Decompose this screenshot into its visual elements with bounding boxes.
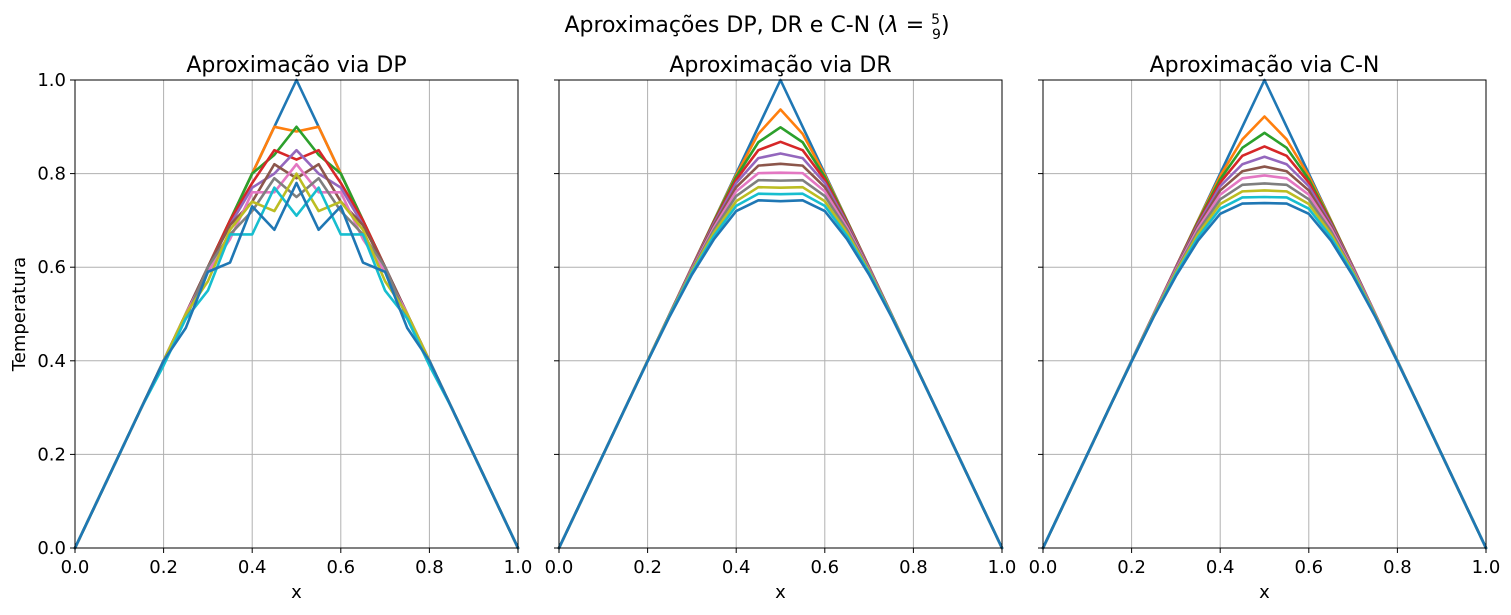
series-line-3 (557, 125, 1004, 550)
y-tick-label: 0.4 (37, 351, 66, 372)
panel-1: 0.0 0.2 0.4 0.6 0.8 1.0 0.0 0.2 0.4 0.6 0.8 1.0 Apro… (9, 53, 532, 603)
x-tick-label: 0.4 (722, 557, 751, 578)
x-tick-label: 0.0 (61, 557, 90, 578)
series-line-8 (73, 176, 520, 550)
panel-title: Aproximação via C-N (1150, 53, 1380, 78)
series-line-10 (557, 192, 1004, 550)
series-line-6 (73, 162, 520, 550)
suptitle-frac-den: 9 (932, 27, 941, 43)
x-tick-label: 0.6 (326, 557, 355, 578)
x-axis-label: x (775, 582, 786, 603)
series-group (557, 78, 1004, 550)
series-group (73, 78, 520, 550)
axes-frame (74, 79, 519, 549)
y-tick-label: 0.0 (37, 538, 66, 559)
x-tick-label: 0.0 (545, 557, 574, 578)
y-tick-label: 0.2 (37, 444, 66, 465)
x-tick-label: 0.4 (1206, 557, 1235, 578)
series-line-8 (1041, 182, 1488, 550)
x-tick-label: 0.2 (1117, 557, 1146, 578)
y-axis-label: Temperatura (9, 257, 30, 372)
series-line-2 (1041, 115, 1488, 550)
x-tick-label: 1.0 (504, 557, 533, 578)
x-tick-label: 1.0 (1472, 557, 1501, 578)
x-tick-label: 0.0 (1029, 557, 1058, 578)
x-tick-label: 0.6 (810, 557, 839, 578)
x-tick-label: 1.0 (988, 557, 1017, 578)
suptitle-lambda: λ (885, 13, 899, 38)
x-tick-label: 0.2 (633, 557, 662, 578)
panel-title: Aproximação via DP (186, 53, 406, 78)
suptitle-eq: = (899, 13, 931, 38)
series-line-5 (1041, 155, 1488, 550)
series-line-6 (1041, 165, 1488, 550)
series-line-1 (557, 78, 1004, 550)
series-line-2 (557, 108, 1004, 550)
series-line-11 (73, 181, 520, 550)
y-tick-label: 1.0 (37, 70, 66, 91)
series-line-7 (1041, 174, 1488, 550)
x-tick-label: 0.4 (238, 557, 267, 578)
axes-frame (1042, 79, 1487, 549)
series-line-4 (1041, 145, 1488, 550)
x-tick-label: 0.8 (1383, 557, 1412, 578)
y-tick-label: 0.6 (37, 257, 66, 278)
panel-3: 0.0 0.2 0.4 0.6 0.8 1.0 Aproximação via C-N x (1029, 53, 1501, 603)
series-line-3 (1041, 131, 1488, 550)
series-line-7 (73, 162, 520, 550)
series-line-11 (1041, 201, 1488, 550)
series-line-2 (73, 125, 520, 550)
x-tick-label: 0.6 (1294, 557, 1323, 578)
suptitle-frac-num: 5 (931, 12, 940, 28)
grid (1042, 79, 1487, 549)
series-line-11 (557, 198, 1004, 550)
series-line-5 (73, 148, 520, 550)
axes-frame (558, 79, 1003, 549)
y-tick-label: 0.8 (37, 164, 66, 185)
series-line-9 (1041, 189, 1488, 550)
x-tick-label: 0.2 (149, 557, 178, 578)
series-line-3 (73, 125, 520, 550)
suptitle-suffix: ) (941, 13, 950, 38)
panel-2: 0.0 0.2 0.4 0.6 0.8 1.0 Aproximação via DR x (545, 53, 1017, 603)
suptitle-prefix: Aproximações DP, DR e C-N ( (564, 13, 885, 38)
series-line-10 (73, 186, 520, 550)
grid (558, 79, 1003, 549)
series-line-8 (557, 178, 1004, 550)
series-line-1 (1041, 78, 1488, 550)
figure-suptitle: Aproximações DP, DR e C-N (λ = 5 9) (564, 12, 949, 43)
series-group (1041, 78, 1488, 550)
series-line-4 (73, 148, 520, 550)
series-line-4 (557, 140, 1004, 550)
series-line-6 (557, 162, 1004, 550)
series-line-9 (557, 185, 1004, 550)
panel-title: Aproximação via DR (669, 53, 891, 78)
x-axis-label: x (291, 582, 302, 603)
x-axis-label: x (1259, 582, 1270, 603)
x-tick-label: 0.8 (415, 557, 444, 578)
x-tick-label: 0.8 (899, 557, 928, 578)
panels: 0.0 0.2 0.4 0.6 0.8 1.0 0.0 0.2 0.4 0.6 0.8 1.0 Apro… (9, 53, 1500, 603)
series-line-10 (1041, 195, 1488, 550)
series-line-5 (557, 152, 1004, 550)
